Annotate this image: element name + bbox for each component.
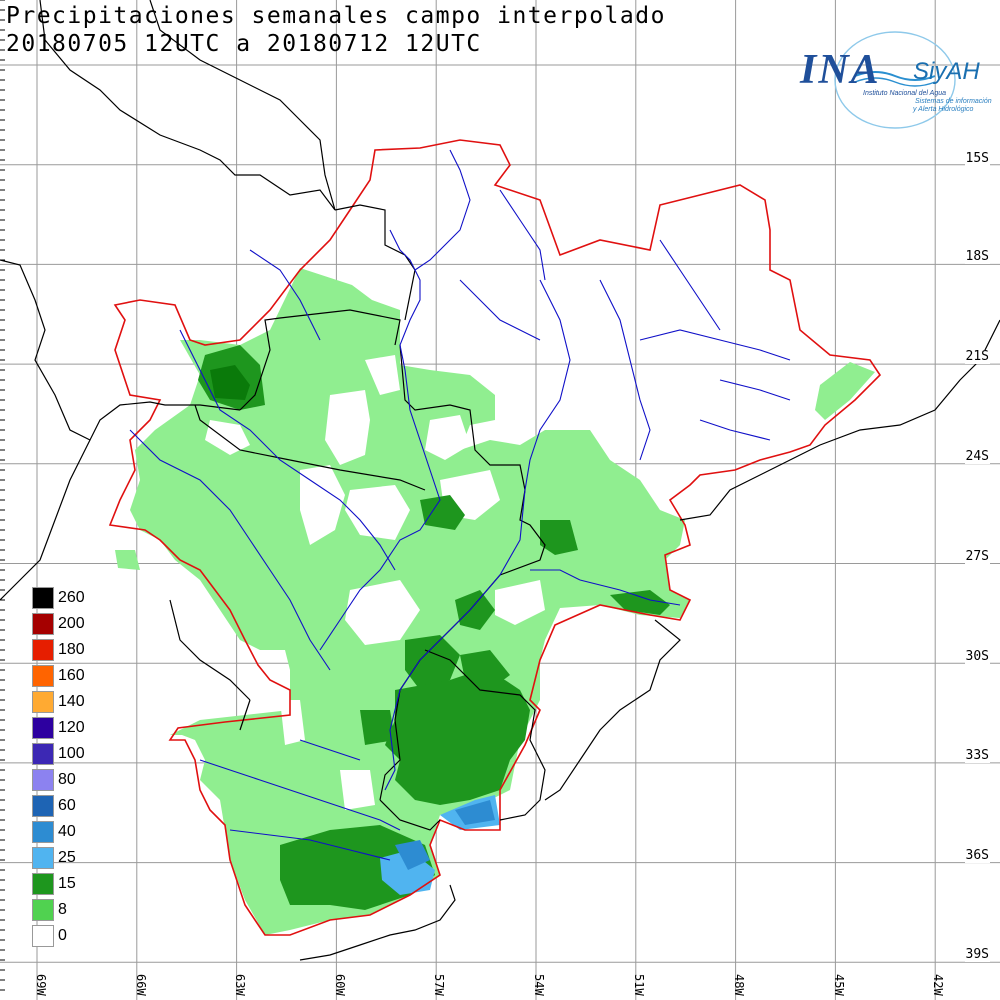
legend-item: 100 [30, 741, 110, 767]
legend-item: 0 [30, 923, 110, 949]
lon-label: 42W [931, 974, 945, 996]
lon-label: 48W [732, 974, 746, 996]
legend-swatch [32, 795, 54, 817]
lon-label: 63W [233, 974, 247, 996]
lat-label: 30S [964, 649, 990, 664]
logo-institution-text: Instituto Nacional del Agua [863, 90, 947, 97]
legend-label: 0 [58, 927, 67, 944]
legend-swatch [32, 613, 54, 635]
lat-label: 33S [964, 748, 990, 763]
legend-label: 120 [58, 719, 85, 736]
legend-swatch [32, 769, 54, 791]
lon-label: 60W [333, 974, 347, 996]
lat-label: 24S [964, 449, 990, 464]
legend-item: 40 [30, 819, 110, 845]
legend-label: 80 [58, 771, 76, 788]
lat-label: 27S [964, 549, 990, 564]
legend-item: 120 [30, 715, 110, 741]
logo-system-text-2: y Alerta Hidrológico [913, 106, 974, 113]
legend-swatch [32, 665, 54, 687]
legend-label: 40 [58, 823, 76, 840]
legend-label: 260 [58, 589, 85, 606]
lon-label: 45W [832, 974, 846, 996]
precip-15-core [210, 365, 250, 400]
legend-swatch [32, 639, 54, 661]
legend-item: 200 [30, 611, 110, 637]
legend-swatch [32, 899, 54, 921]
lon-label: 66W [134, 974, 148, 996]
legend-label: 8 [58, 901, 67, 918]
lat-label: 15S [964, 151, 990, 166]
logo-swoosh-icon [834, 31, 956, 129]
legend-swatch [32, 743, 54, 765]
lat-label: 21S [964, 349, 990, 364]
legend-item: 140 [30, 689, 110, 715]
legend-swatch [32, 717, 54, 739]
map-title: Precipitaciones semanales campo interpol… [6, 3, 666, 29]
legend-label: 140 [58, 693, 85, 710]
rivers [129, 149, 791, 861]
legend-swatch [32, 925, 54, 947]
legend-label: 60 [58, 797, 76, 814]
map-date-range: 20180705 12UTC a 20180712 12UTC [6, 31, 482, 57]
legend-label: 100 [58, 745, 85, 762]
legend-label: 25 [58, 849, 76, 866]
legend-item: 160 [30, 663, 110, 689]
legend-item: 25 [30, 845, 110, 871]
ina-siyah-logo: INA SiyAH Instituto Nacional del Agua Si… [795, 28, 995, 138]
logo-siyah-text: SiyAH [913, 58, 980, 85]
legend-item: 15 [30, 871, 110, 897]
lat-label: 39S [964, 947, 990, 962]
legend-item: 60 [30, 793, 110, 819]
lon-label: 51W [632, 974, 646, 996]
legend-label: 180 [58, 641, 85, 658]
logo-ina-text: INA [800, 47, 881, 93]
legend-item: 180 [30, 637, 110, 663]
country-borders [0, 0, 1000, 961]
legend-item: 8 [30, 897, 110, 923]
legend-label: 160 [58, 667, 85, 684]
legend-item: 260 [30, 585, 110, 611]
legend-swatch [32, 587, 54, 609]
legend-label: 15 [58, 875, 76, 892]
basin-boundary [108, 139, 882, 936]
legend-item: 80 [30, 767, 110, 793]
lon-label: 57W [432, 974, 446, 996]
legend-label: 200 [58, 615, 85, 632]
lon-label: 54W [532, 974, 546, 996]
legend-swatch [32, 873, 54, 895]
logo-system-text-1: Sistemas de información [915, 98, 992, 105]
legend-swatch [32, 691, 54, 713]
lat-label: 36S [964, 848, 990, 863]
precip-40-areas [395, 800, 495, 870]
lat-label: 18S [964, 249, 990, 264]
legend-swatch [32, 821, 54, 843]
lon-label: 69W [34, 974, 48, 996]
legend-swatch [32, 847, 54, 869]
